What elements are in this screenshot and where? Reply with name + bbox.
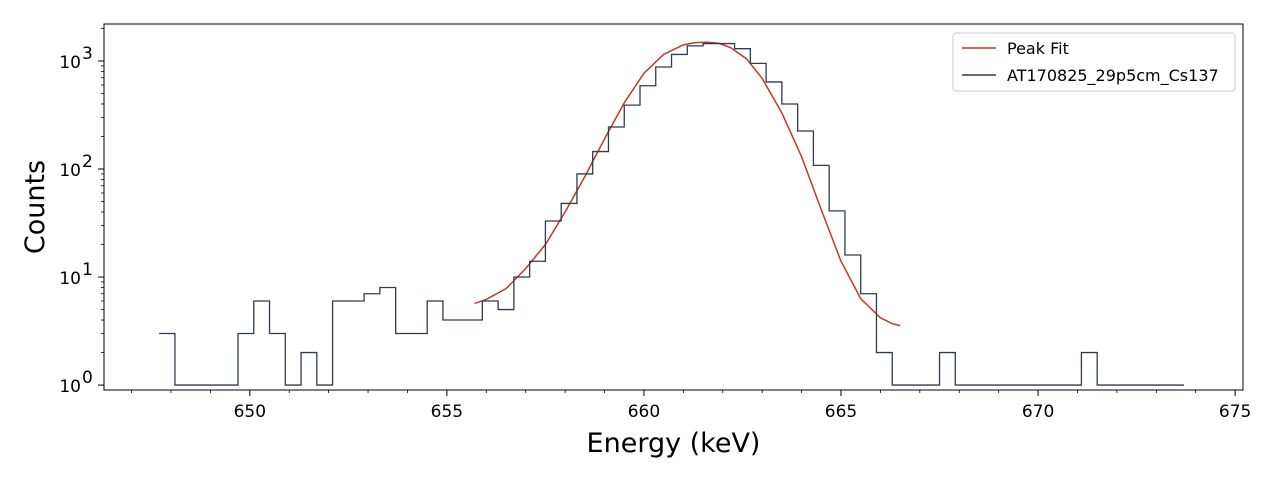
- y-tick-exponent: 2: [82, 152, 93, 172]
- y-tick-exponent: 3: [82, 44, 93, 64]
- y-tick-label: 10: [59, 53, 81, 73]
- legend: Peak Fit AT170825_29p5cm_Cs137: [952, 32, 1236, 92]
- x-tick-label: 650: [234, 402, 266, 422]
- y-tick-exponent: 1: [82, 260, 93, 280]
- legend-box: [952, 32, 1236, 92]
- y-tick-label: 10: [59, 161, 81, 181]
- legend-label: Peak Fit: [1007, 39, 1069, 58]
- histogram-series: [159, 42, 1184, 386]
- x-axis-label: Energy (keV): [587, 428, 761, 459]
- series-layer: [159, 41, 1184, 386]
- x-tick-label: 665: [825, 402, 857, 422]
- x-tick-label: 660: [628, 402, 660, 422]
- y-axis-label: Counts: [20, 160, 51, 254]
- fit-series: [474, 41, 901, 327]
- x-axis: 650 655 660 665 670 675: [234, 390, 1251, 422]
- plot-frame: [103, 23, 1244, 391]
- y-tick-label: 10: [59, 269, 81, 289]
- x-tick-label: 675: [1219, 402, 1251, 422]
- y-tick-exponent: 0: [82, 368, 93, 388]
- legend-label: AT170825_29p5cm_Cs137: [1007, 66, 1219, 86]
- y-tick-label: 10: [59, 377, 81, 397]
- x-tick-label: 670: [1022, 402, 1054, 422]
- x-tick-label: 655: [431, 402, 463, 422]
